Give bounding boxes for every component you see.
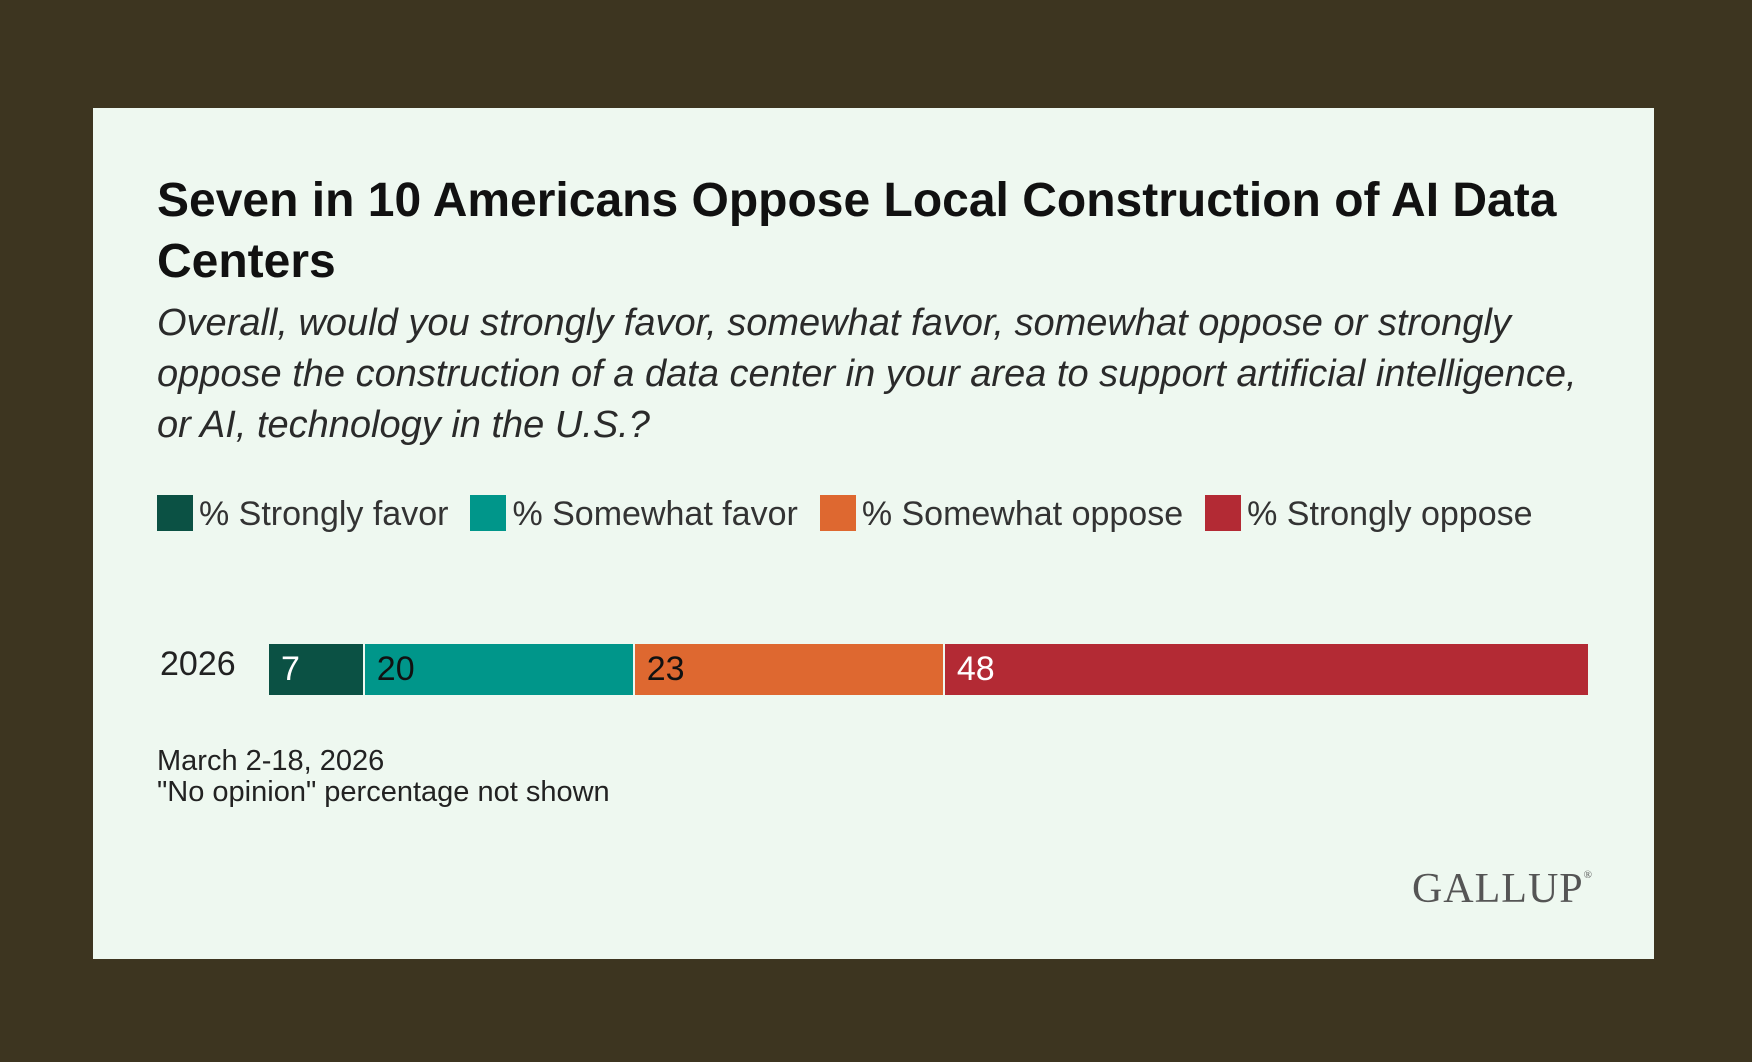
legend-item-0: % Strongly favor bbox=[157, 495, 448, 533]
footnote: "No opinion" percentage not shown bbox=[157, 776, 610, 808]
logo-registered-mark: ® bbox=[1583, 869, 1592, 881]
gallup-logo: GALLUP® bbox=[1412, 851, 1592, 913]
stacked-bar-2026: 7 20 23 48 bbox=[269, 644, 1588, 695]
bar-segment-0: 7 bbox=[269, 644, 363, 695]
legend-swatch-2 bbox=[819, 495, 856, 531]
legend-item-3: % Strongly oppose bbox=[1205, 495, 1533, 533]
bar-value-label-3: 48 bbox=[956, 650, 995, 688]
chart-subtitle: Overall, would you strongly favor, somew… bbox=[157, 302, 1577, 446]
legend-item-1: % Somewhat favor bbox=[470, 495, 798, 533]
logo-text: GALLUP bbox=[1411, 866, 1584, 912]
survey-date: March 2-18, 2026 bbox=[157, 745, 385, 777]
legend-label-0: % Strongly favor bbox=[199, 495, 449, 533]
legend-swatch-0 bbox=[157, 495, 193, 531]
bar-segment-2: 23 bbox=[634, 644, 943, 695]
row-label-2026: 2026 bbox=[160, 645, 236, 683]
bar-segment-3: 48 bbox=[944, 644, 1588, 695]
legend-item-2: % Somewhat oppose bbox=[819, 495, 1184, 533]
bar-value-label-1: 20 bbox=[376, 650, 415, 688]
chart-notes: March 2-18, 2026 "No opinion" percentage… bbox=[157, 746, 610, 808]
chart-title: Seven in 10 Americans Oppose Local Const… bbox=[157, 174, 1557, 288]
legend-swatch-1 bbox=[470, 495, 507, 531]
legend-label-3: % Strongly oppose bbox=[1247, 495, 1533, 533]
bar-value-label-2: 23 bbox=[646, 650, 685, 688]
legend-label-1: % Somewhat favor bbox=[512, 495, 798, 533]
chart-card: Seven in 10 Americans Oppose Local Const… bbox=[93, 108, 1654, 959]
bar-segment-1: 20 bbox=[364, 644, 633, 695]
chart-legend: % Strongly favor % Somewhat favor % Somewh… bbox=[157, 489, 1597, 540]
legend-label-2: % Somewhat oppose bbox=[861, 495, 1184, 533]
legend-swatch-3 bbox=[1205, 495, 1242, 531]
bar-value-label-0: 7 bbox=[281, 650, 300, 688]
